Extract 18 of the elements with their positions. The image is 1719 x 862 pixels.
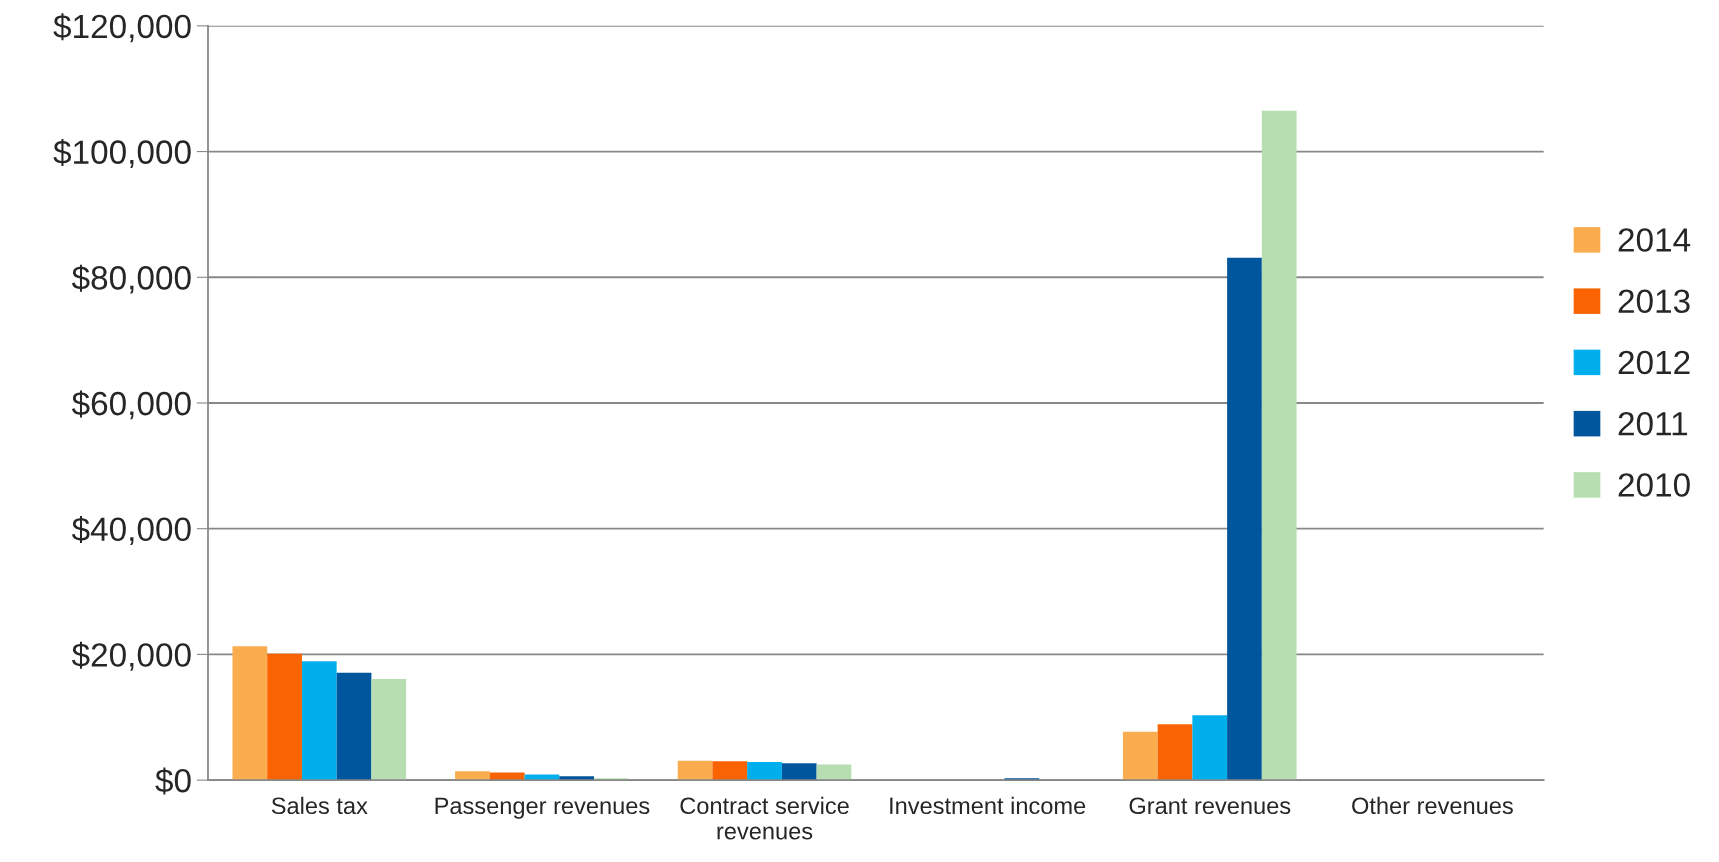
x-tick-label: Passenger revenues [435, 797, 650, 819]
legend-label: 2010 [1618, 473, 1690, 497]
legend-label: 2011 [1618, 411, 1688, 436]
y-tick-label: $60,000 [71, 390, 191, 420]
y-tick-label: $0 [155, 767, 191, 795]
legend-label: 2013 [1618, 289, 1690, 314]
legend-label: 2012 [1618, 350, 1690, 375]
legend-label: 2014 [1618, 228, 1691, 252]
y-tick-label: $20,000 [71, 641, 191, 671]
x-tick-label: Sales tax [271, 796, 368, 815]
y-tick-label: $40,000 [71, 516, 191, 546]
x-tick-label: Contract service revenues [680, 796, 849, 840]
y-tick-label: $100,000 [53, 138, 191, 168]
x-tick-label: Investment income [890, 796, 1086, 815]
x-tick-label: Other revenues [1352, 796, 1513, 815]
x-tick-label: Grant revenues [1129, 797, 1291, 815]
y-tick-label: $120,000 [53, 13, 191, 43]
y-tick-label: $80,000 [71, 264, 191, 294]
